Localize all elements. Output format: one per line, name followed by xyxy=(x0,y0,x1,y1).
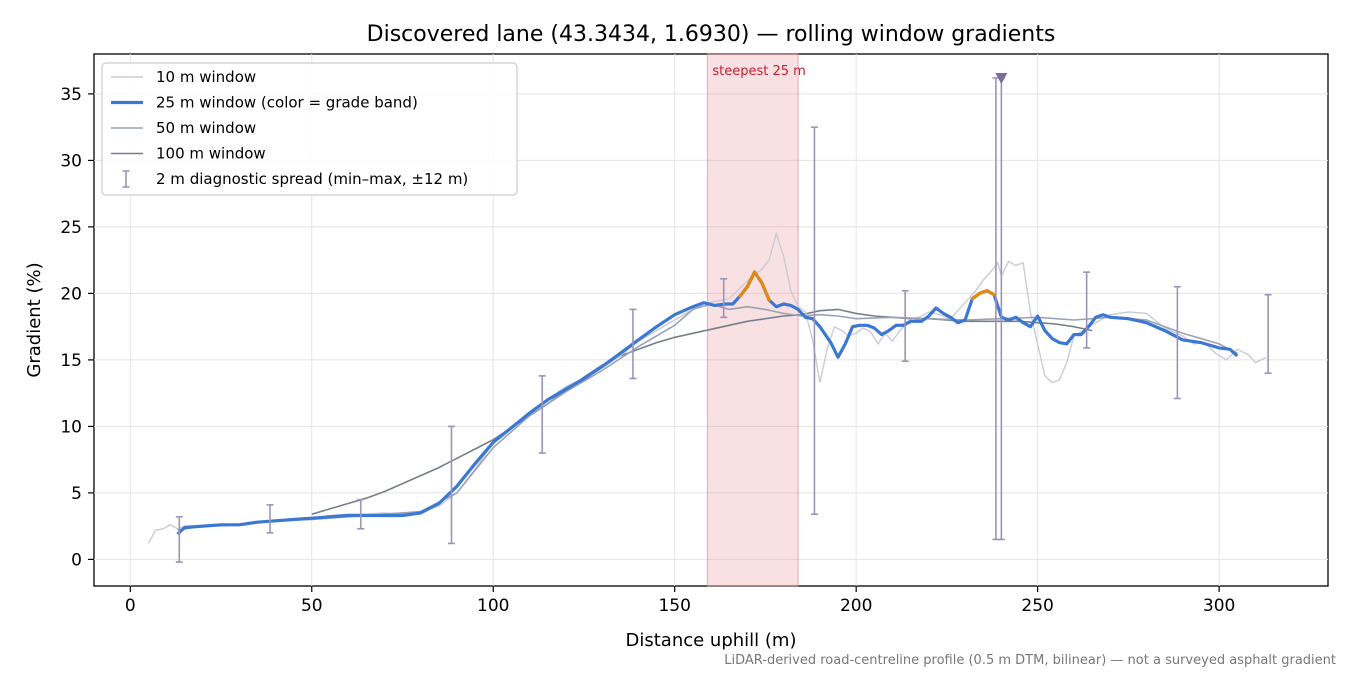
legend: 10 m window 25 m window (color = grade ba… xyxy=(101,62,518,196)
footnote: LiDAR-derived road-centreline profile (0… xyxy=(724,653,1336,668)
axes: 0 50 100 150 200 250 300 0 5 10 15 20 25 30 35 xyxy=(60,85,1235,616)
x-tick-label: 50 xyxy=(301,596,323,616)
legend-label: 25 m window (color = grade band) xyxy=(156,94,418,112)
x-tick-label: 100 xyxy=(477,596,509,616)
diagnostic-spread-bars xyxy=(175,72,1272,563)
x-tick-label: 250 xyxy=(1021,596,1053,616)
y-tick-label: 10 xyxy=(60,417,82,437)
x-tick-label: 300 xyxy=(1203,596,1235,616)
series-25m-grade-band-segment xyxy=(738,285,749,298)
x-tick-label: 150 xyxy=(658,596,690,616)
x-tick-label: 0 xyxy=(125,596,136,616)
steepest-region-label: steepest 25 m xyxy=(712,64,805,79)
y-tick-label: 20 xyxy=(60,284,82,304)
series-25m-grade-band-segment xyxy=(745,270,757,289)
series-100m-window xyxy=(311,308,1093,515)
y-tick-label: 5 xyxy=(71,484,82,504)
x-axis-label: Distance uphill (m) xyxy=(626,630,797,651)
y-tick-label: 15 xyxy=(60,351,82,371)
marker-triangle xyxy=(995,72,1008,84)
series-25m-window xyxy=(176,270,1239,536)
series-10m-window xyxy=(147,231,1267,544)
grid-lines xyxy=(94,54,1328,586)
series-25m-grade-band-segment xyxy=(985,289,996,297)
y-tick-label: 30 xyxy=(60,151,82,171)
y-tick-label: 35 xyxy=(60,85,82,105)
series-25m-grade-band-segment xyxy=(752,270,764,285)
chart-title: Discovered lane (43.3434, 1.6930) — roll… xyxy=(367,22,1056,47)
y-tick-label: 0 xyxy=(71,550,82,570)
x-tick-label: 200 xyxy=(840,596,872,616)
legend-label: 10 m window xyxy=(156,68,256,86)
y-axis-label: Gradient (%) xyxy=(24,262,45,377)
legend-label: 2 m diagnostic spread (min–max, ±12 m) xyxy=(156,170,468,188)
legend-label: 50 m window xyxy=(156,119,256,137)
y-tick-label: 25 xyxy=(60,218,82,238)
legend-label: 100 m window xyxy=(156,145,266,163)
series-lines xyxy=(147,231,1267,544)
legend-box xyxy=(101,62,518,196)
series-25m-grade-band-segment xyxy=(760,281,771,302)
